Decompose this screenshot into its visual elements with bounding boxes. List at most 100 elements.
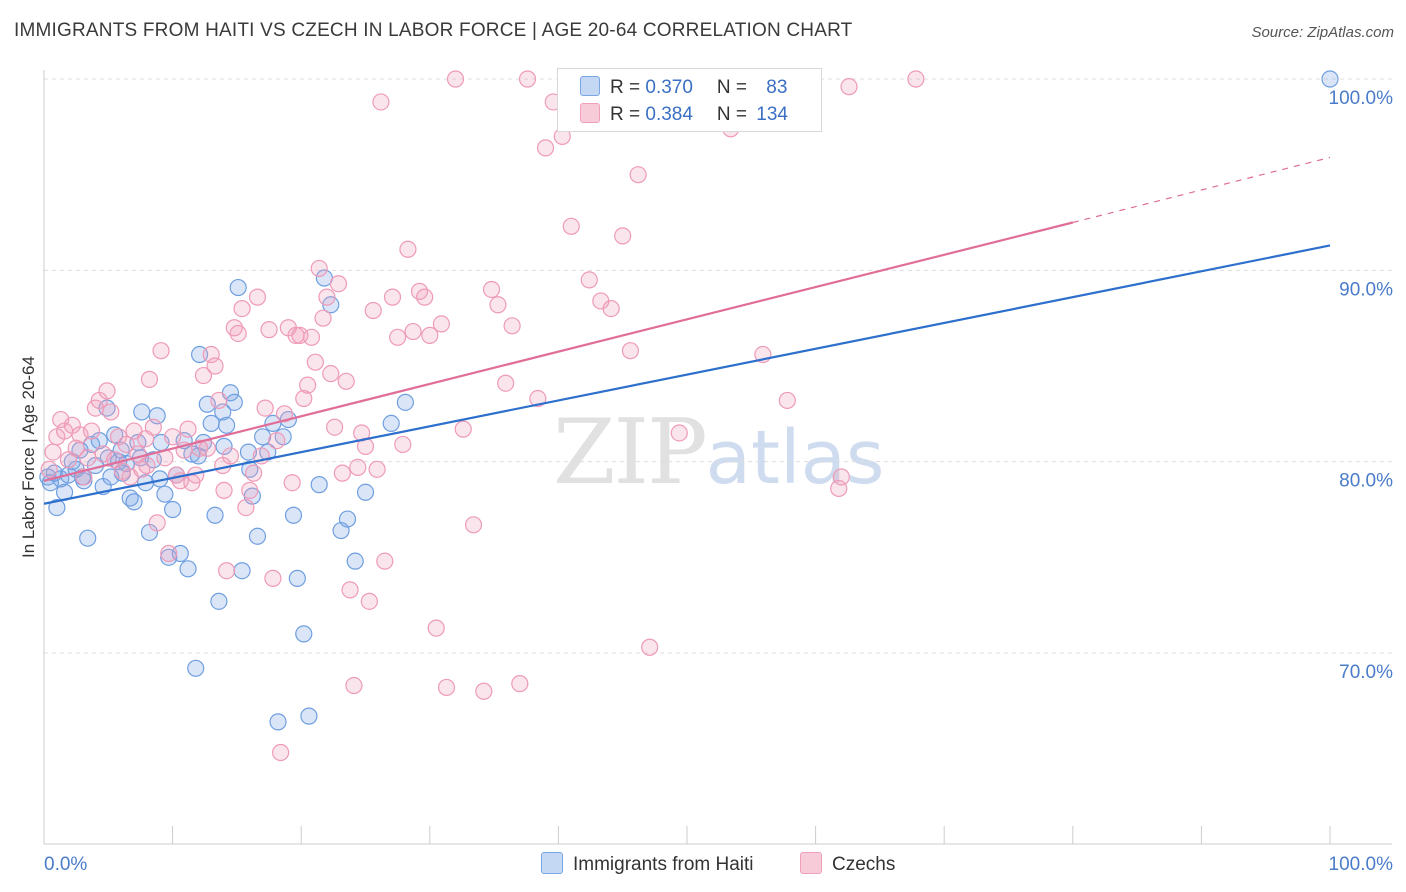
czech-point bbox=[529, 389, 547, 408]
haiti-point bbox=[179, 560, 197, 578]
czech-point bbox=[536, 139, 555, 157]
y-tick-label: 90.0% bbox=[1339, 279, 1393, 300]
czech-point bbox=[345, 676, 363, 695]
czech-point bbox=[421, 326, 439, 344]
czech-point bbox=[614, 227, 632, 245]
czech-point bbox=[349, 458, 367, 477]
czech-point bbox=[364, 301, 382, 320]
czech-point bbox=[314, 309, 332, 327]
haiti-point bbox=[215, 437, 233, 455]
czech-point bbox=[326, 418, 344, 436]
haiti-point bbox=[300, 707, 318, 725]
czech-point bbox=[416, 288, 434, 306]
czech-point bbox=[264, 569, 282, 587]
series-czech-points bbox=[40, 70, 925, 762]
legend-box: R = 0.370 N = 83 R = 0.384 N = 134 bbox=[557, 68, 822, 132]
watermark-atlas: atlas bbox=[705, 415, 885, 501]
legend-n-value-haiti: 83 bbox=[766, 77, 788, 98]
czech-point bbox=[394, 435, 412, 454]
czech-point bbox=[260, 321, 278, 339]
czech-point bbox=[778, 391, 796, 410]
czech-point bbox=[404, 322, 422, 341]
haiti-point bbox=[164, 500, 182, 519]
czech-point bbox=[117, 435, 135, 454]
haiti-point bbox=[218, 416, 236, 434]
czech-point bbox=[840, 78, 858, 96]
czech-point bbox=[198, 439, 216, 457]
czech-point bbox=[275, 405, 294, 423]
czech-point bbox=[368, 460, 386, 478]
y-axis-label: In Labor Force | Age 20-64 bbox=[19, 356, 38, 558]
haiti-point bbox=[310, 476, 328, 494]
czech-point bbox=[446, 70, 465, 88]
haiti-point bbox=[356, 483, 375, 501]
haiti-point bbox=[206, 506, 224, 524]
czech-point bbox=[437, 678, 456, 697]
czech-point bbox=[383, 288, 402, 306]
czech-point bbox=[310, 259, 328, 278]
haiti-point bbox=[233, 562, 251, 580]
czech-point bbox=[194, 366, 213, 385]
series-haiti-points bbox=[39, 70, 1339, 731]
czech-point bbox=[641, 638, 659, 656]
czech-point bbox=[337, 372, 355, 390]
czech-point bbox=[248, 288, 267, 306]
czech-point bbox=[82, 422, 101, 440]
czech-point bbox=[179, 420, 197, 438]
czech-point bbox=[164, 428, 182, 446]
haiti-point bbox=[396, 393, 414, 411]
haiti-point bbox=[239, 443, 258, 461]
czech-point bbox=[580, 271, 598, 289]
czech-point bbox=[79, 449, 97, 467]
czech-point bbox=[152, 342, 170, 360]
czech-point bbox=[245, 464, 263, 482]
czech-point bbox=[503, 317, 521, 335]
czech-point bbox=[233, 300, 251, 318]
legend-r-value-czech: 0.384 bbox=[645, 104, 693, 125]
czech-point bbox=[237, 498, 255, 517]
czech-point bbox=[372, 93, 390, 111]
legend-swatch-czech bbox=[800, 852, 822, 874]
czech-point bbox=[299, 376, 317, 394]
czech-point bbox=[256, 399, 274, 417]
czech-point bbox=[341, 581, 359, 599]
watermark-zip: ZIP bbox=[553, 400, 708, 505]
czech-point bbox=[399, 240, 417, 258]
czech-point bbox=[389, 328, 407, 346]
czech-trend-line bbox=[43, 221, 1074, 482]
czech-point bbox=[148, 514, 166, 532]
legend-item-czech: Czechs bbox=[800, 852, 895, 876]
haiti-point bbox=[248, 527, 267, 545]
czech-point bbox=[98, 382, 116, 400]
legend-series-name-haiti: Immigrants from Haiti bbox=[573, 854, 754, 875]
czech-point bbox=[306, 353, 324, 371]
czech-point bbox=[215, 481, 233, 499]
czech-point bbox=[511, 675, 529, 693]
czech-point bbox=[518, 70, 537, 88]
haiti-point bbox=[382, 414, 400, 432]
czech-point bbox=[241, 481, 259, 499]
haiti-point bbox=[79, 529, 97, 547]
czech-point bbox=[464, 516, 483, 534]
haiti-point bbox=[288, 569, 306, 587]
axes bbox=[43, 70, 1392, 845]
trend-lines bbox=[43, 156, 1331, 505]
czech-point bbox=[272, 743, 290, 762]
haiti-point bbox=[125, 493, 143, 511]
source-label: Source: ZipAtlas.com bbox=[1251, 24, 1394, 41]
czech-point bbox=[44, 443, 62, 461]
czech-point bbox=[629, 166, 647, 184]
legend-series-name-czech: Czechs bbox=[832, 854, 896, 875]
czech-point bbox=[432, 315, 450, 333]
czech-point bbox=[40, 460, 58, 478]
y-tick-label: 70.0% bbox=[1339, 662, 1393, 683]
legend-row-haiti: R = 0.370 N = 83 bbox=[580, 76, 787, 100]
legend-item-haiti: Immigrants from Haiti bbox=[541, 852, 754, 876]
haiti-point bbox=[1321, 70, 1339, 88]
czech-point bbox=[302, 328, 321, 346]
haiti-point bbox=[156, 485, 174, 503]
data-points bbox=[39, 70, 1339, 762]
haiti-point bbox=[295, 625, 313, 643]
chart-title: IMMIGRANTS FROM HAITI VS CZECH IN LABOR … bbox=[14, 20, 853, 41]
